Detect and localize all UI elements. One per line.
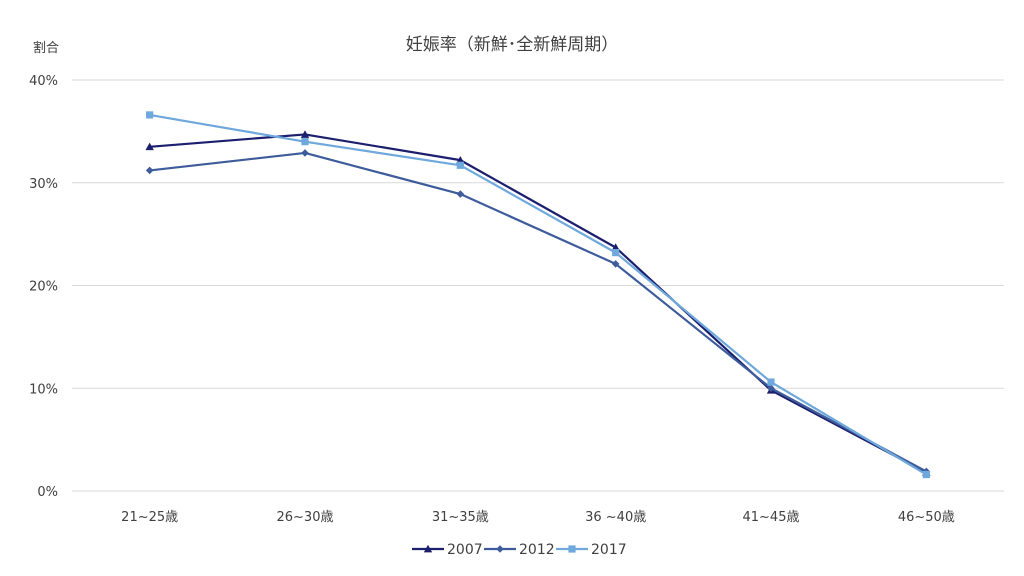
series-line-2007 xyxy=(149,133,927,474)
x-tick-label: 31~35歳 xyxy=(432,510,489,525)
chart-title: 妊娠率（新鮮･全新鮮周期） xyxy=(406,35,619,55)
y-tick-label: 20% xyxy=(29,280,58,295)
x-tick-label: 41~45歳 xyxy=(743,510,800,525)
data-point-2012 xyxy=(456,190,465,198)
y-tick-label: 30% xyxy=(29,177,58,192)
series-2012 xyxy=(145,149,931,476)
data-point-2007 xyxy=(611,243,620,251)
data-point-2012 xyxy=(301,149,309,157)
legend-swatch-marker xyxy=(568,545,576,553)
y-tick-label: 40% xyxy=(29,74,58,89)
legend-label: 2007 xyxy=(447,542,483,558)
data-point-2017 xyxy=(456,161,464,169)
legend-swatch-marker xyxy=(496,545,504,553)
data-point-2007 xyxy=(456,155,465,164)
data-point-2017 xyxy=(146,111,154,119)
data-point-2017 xyxy=(922,470,930,479)
gridlines xyxy=(72,79,1004,492)
data-point-2017 xyxy=(767,378,775,386)
y-axis-ticks: 0% 10% 20% 30% 40% xyxy=(29,74,58,500)
series-2007 xyxy=(145,130,931,476)
legend-item-2007: 2007 xyxy=(412,542,483,558)
x-tick-label: 21~25歳 xyxy=(121,510,178,525)
series-2017 xyxy=(146,111,930,479)
data-point-2012 xyxy=(145,166,154,175)
legend-label: 2012 xyxy=(519,542,555,558)
data-point-2017 xyxy=(301,138,309,146)
y-tick-label: 10% xyxy=(29,382,58,397)
data-point-2012 xyxy=(611,260,620,268)
x-tick-label: 36 ~40歳 xyxy=(585,510,646,525)
data-point-2017 xyxy=(612,249,620,257)
data-point-2012 xyxy=(767,384,775,393)
x-axis-ticks: 21~25歳 26~30歳 31~35歳 36 ~40歳 41~45歳 46~50歳 xyxy=(121,510,955,525)
legend: 2007 2012 2017 xyxy=(412,542,627,558)
legend-label: 2017 xyxy=(591,542,627,558)
series-group xyxy=(145,111,931,479)
y-tick-label: 0% xyxy=(37,485,58,500)
data-point-2007 xyxy=(145,142,154,151)
series-line-2017 xyxy=(149,113,927,476)
legend-swatch-marker xyxy=(423,544,433,553)
data-point-2007 xyxy=(300,130,310,138)
y-axis-label: 割合 xyxy=(33,40,59,56)
x-tick-label: 26~30歳 xyxy=(277,510,334,525)
x-tick-label: 46~50歳 xyxy=(898,510,955,525)
series-line-2012 xyxy=(149,151,927,473)
legend-item-2012: 2012 xyxy=(484,542,555,558)
legend-item-2017: 2017 xyxy=(556,542,627,558)
